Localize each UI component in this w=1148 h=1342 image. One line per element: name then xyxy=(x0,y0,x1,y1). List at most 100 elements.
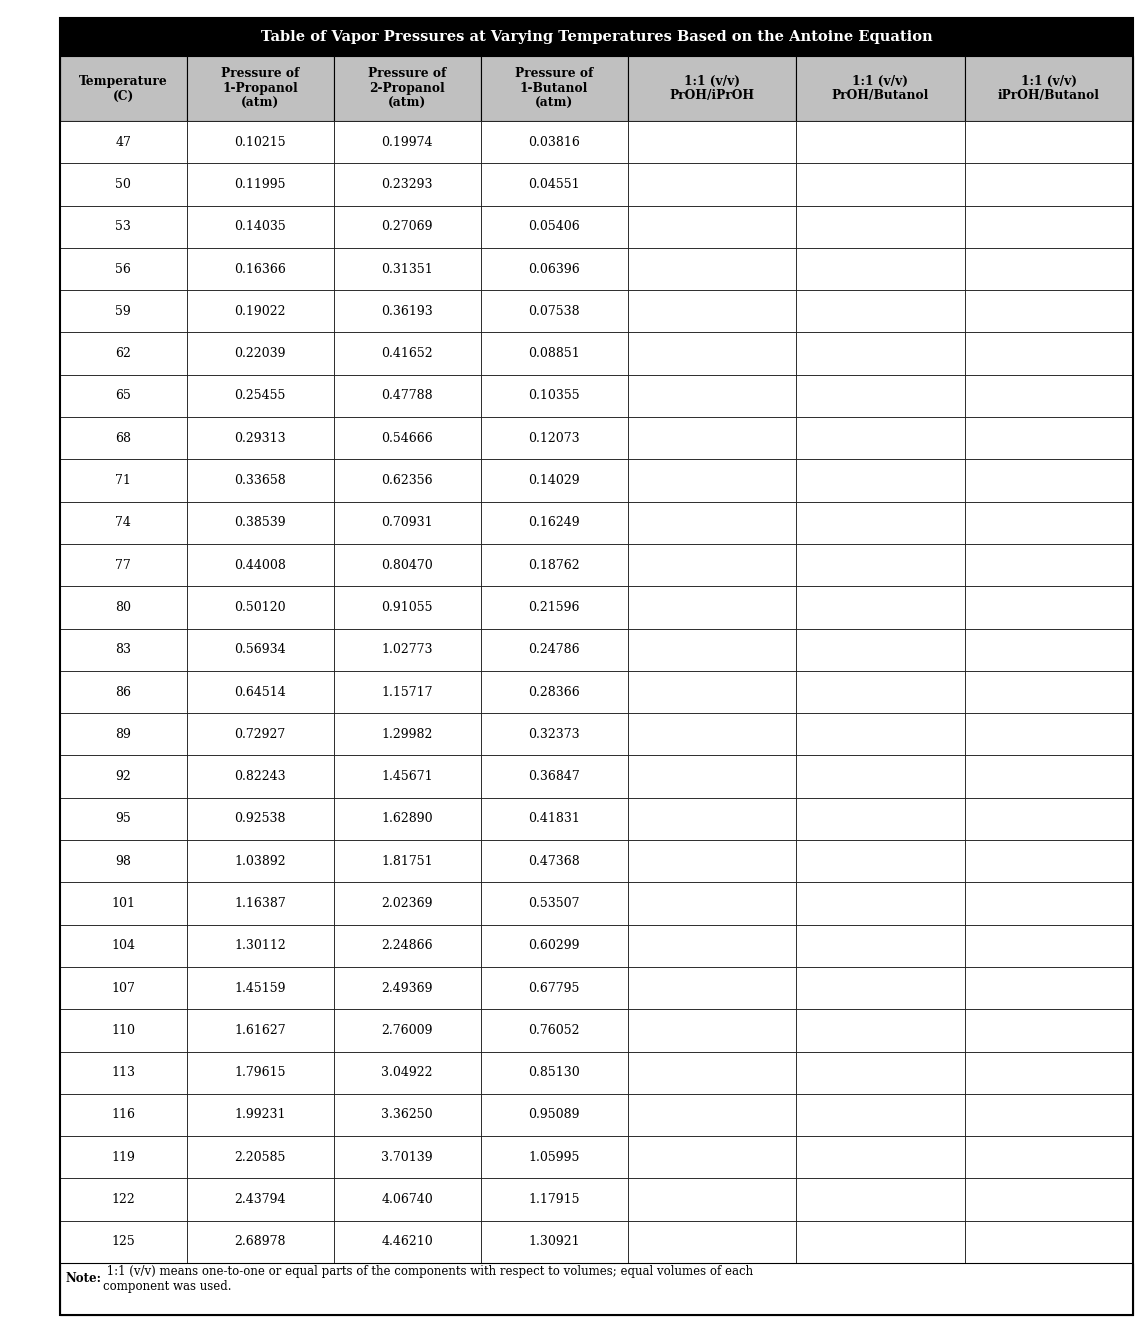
Bar xyxy=(481,1009,628,1052)
Text: 1.30921: 1.30921 xyxy=(528,1236,580,1248)
Bar xyxy=(796,968,964,1009)
Bar xyxy=(796,713,964,756)
Bar xyxy=(334,544,481,586)
Bar xyxy=(187,56,334,121)
Text: 1.02773: 1.02773 xyxy=(381,643,433,656)
Bar xyxy=(481,374,628,417)
Bar xyxy=(60,459,187,502)
Text: 0.72927: 0.72927 xyxy=(234,727,286,741)
Text: 1.17915: 1.17915 xyxy=(528,1193,580,1206)
Text: 116: 116 xyxy=(111,1108,135,1122)
Bar xyxy=(60,56,187,121)
Bar xyxy=(628,713,796,756)
Text: 86: 86 xyxy=(115,686,131,698)
Text: 1.45159: 1.45159 xyxy=(234,981,286,994)
Bar xyxy=(334,756,481,797)
Text: 0.25455: 0.25455 xyxy=(234,389,286,403)
Bar xyxy=(964,333,1133,374)
Bar xyxy=(796,459,964,502)
Text: 59: 59 xyxy=(116,305,131,318)
Text: 0.12073: 0.12073 xyxy=(528,432,580,444)
Text: 0.67795: 0.67795 xyxy=(528,981,580,994)
Text: 2.20585: 2.20585 xyxy=(234,1150,286,1164)
Bar xyxy=(334,459,481,502)
Bar xyxy=(628,248,796,290)
Bar xyxy=(628,671,796,713)
Bar xyxy=(334,417,481,459)
Bar xyxy=(796,374,964,417)
Bar xyxy=(481,586,628,628)
Text: 0.80470: 0.80470 xyxy=(381,558,433,572)
Text: 0.04551: 0.04551 xyxy=(528,178,580,191)
Bar xyxy=(334,882,481,925)
Text: 113: 113 xyxy=(111,1066,135,1079)
Bar xyxy=(60,333,187,374)
Bar xyxy=(628,1094,796,1137)
Text: 0.28366: 0.28366 xyxy=(528,686,580,698)
Bar xyxy=(60,121,187,164)
Bar xyxy=(481,205,628,248)
Bar xyxy=(481,248,628,290)
Bar xyxy=(334,374,481,417)
Bar xyxy=(964,502,1133,544)
Text: 71: 71 xyxy=(115,474,131,487)
Bar xyxy=(964,671,1133,713)
Bar xyxy=(964,164,1133,205)
Text: Pressure of
1-Butanol
(atm): Pressure of 1-Butanol (atm) xyxy=(515,67,594,110)
Text: 74: 74 xyxy=(115,517,131,529)
Bar xyxy=(796,1221,964,1263)
Text: 0.36193: 0.36193 xyxy=(381,305,433,318)
Bar xyxy=(187,1178,334,1221)
Text: 1.79615: 1.79615 xyxy=(234,1066,286,1079)
Bar xyxy=(628,374,796,417)
Bar xyxy=(964,882,1133,925)
Text: 2.24866: 2.24866 xyxy=(381,939,433,953)
Bar xyxy=(334,797,481,840)
Bar xyxy=(334,628,481,671)
Bar xyxy=(481,628,628,671)
Bar xyxy=(796,333,964,374)
Bar xyxy=(60,502,187,544)
Bar xyxy=(187,968,334,1009)
Bar xyxy=(964,248,1133,290)
Text: 0.82243: 0.82243 xyxy=(234,770,286,784)
Bar xyxy=(628,1178,796,1221)
Text: 0.10215: 0.10215 xyxy=(234,136,286,149)
Text: 0.36847: 0.36847 xyxy=(528,770,580,784)
Bar xyxy=(481,502,628,544)
Text: 80: 80 xyxy=(115,601,131,613)
Bar xyxy=(481,882,628,925)
Bar xyxy=(60,968,187,1009)
Text: 0.38539: 0.38539 xyxy=(234,517,286,529)
Bar xyxy=(334,333,481,374)
Bar xyxy=(334,840,481,882)
Bar xyxy=(964,1178,1133,1221)
Bar xyxy=(796,290,964,333)
Text: 62: 62 xyxy=(115,348,131,360)
Text: 0.53507: 0.53507 xyxy=(528,896,580,910)
Bar xyxy=(187,1052,334,1094)
Bar xyxy=(964,1052,1133,1094)
Text: 0.24786: 0.24786 xyxy=(528,643,580,656)
Bar xyxy=(334,248,481,290)
Text: 0.08851: 0.08851 xyxy=(528,348,580,360)
Text: 119: 119 xyxy=(111,1150,135,1164)
Bar xyxy=(628,628,796,671)
Text: 56: 56 xyxy=(115,263,131,275)
Text: 1:1 (v/v) means one-to-one or equal parts of the components with respect to volu: 1:1 (v/v) means one-to-one or equal part… xyxy=(103,1264,753,1292)
Text: 0.05406: 0.05406 xyxy=(528,220,580,234)
Bar xyxy=(481,1052,628,1094)
Bar xyxy=(187,1137,334,1178)
Text: 1.03892: 1.03892 xyxy=(234,855,286,868)
Bar xyxy=(187,882,334,925)
Bar xyxy=(628,840,796,882)
Bar xyxy=(796,121,964,164)
Bar xyxy=(60,1052,187,1094)
Bar xyxy=(796,544,964,586)
Bar xyxy=(334,968,481,1009)
Bar xyxy=(481,1137,628,1178)
Text: 101: 101 xyxy=(111,896,135,910)
Text: 0.03816: 0.03816 xyxy=(528,136,580,149)
Bar xyxy=(796,248,964,290)
Text: 0.41831: 0.41831 xyxy=(528,812,580,825)
